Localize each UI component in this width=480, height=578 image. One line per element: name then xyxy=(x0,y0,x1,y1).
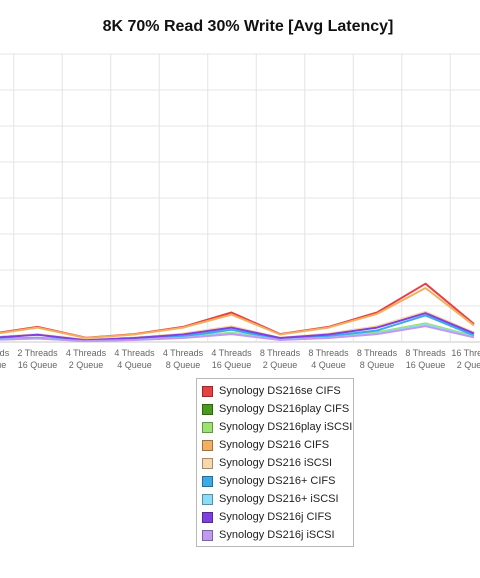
legend-item[interactable]: Synology DS216 CIFS xyxy=(197,436,353,454)
x-tick-label: 4 Threads 2 Queue xyxy=(66,348,107,370)
series-line xyxy=(0,287,475,339)
legend-item[interactable]: Synology DS216play CIFS xyxy=(197,400,353,418)
chart-title: 8K 70% Read 30% Write [Avg Latency] xyxy=(102,18,394,35)
x-tick-label: 8 Threads 4 Queue xyxy=(308,348,349,370)
legend-item[interactable]: Synology DS216 iSCSI xyxy=(197,454,353,472)
legend-swatch xyxy=(202,511,213,523)
x-tick-label: 4 Threads 8 Queue xyxy=(163,348,204,370)
legend-label: Synology DS216play iSCSI xyxy=(219,421,353,433)
legend-item[interactable]: Synology DS216j iSCSI xyxy=(197,526,353,544)
series-line xyxy=(0,312,475,342)
x-tick-label: 4 Threads 4 Queue xyxy=(114,348,155,370)
legend-swatch xyxy=(202,457,213,469)
legend-swatch xyxy=(202,385,213,397)
legend-swatch xyxy=(202,421,213,433)
legend-label: Synology DS216+ iSCSI xyxy=(219,493,339,505)
legend-label: Synology DS216play CIFS xyxy=(219,403,350,415)
x-tick-label: 4 Threads 16 Queue xyxy=(211,348,252,370)
x-tick-label: 2 Threads 16 Queue xyxy=(17,348,58,370)
series-line xyxy=(0,325,475,343)
legend-swatch xyxy=(202,403,213,415)
legend-label: Synology DS216se CIFS xyxy=(219,385,341,397)
x-tick-label: 8 Threads 2 Queue xyxy=(260,348,301,370)
legend-label: Synology DS216j CIFS xyxy=(219,511,332,523)
legend-item[interactable]: Synology DS216+ iSCSI xyxy=(197,490,353,508)
legend-label: Synology DS216 iSCSI xyxy=(219,457,333,469)
grid-layer xyxy=(0,53,480,343)
legend-item[interactable]: Synology DS216play iSCSI xyxy=(197,418,353,436)
series-layer xyxy=(0,282,475,343)
legend-swatch xyxy=(202,475,213,487)
legend-swatch xyxy=(202,439,213,451)
legend-item[interactable]: Synology DS216se CIFS xyxy=(197,382,353,400)
legend: Synology DS216se CIFS Synology DS216play … xyxy=(196,378,354,547)
x-tick-label: 8 Threads 8 Queue xyxy=(357,348,398,370)
legend-swatch xyxy=(202,493,213,505)
legend-item[interactable]: Synology DS216j CIFS xyxy=(197,508,353,526)
legend-label: Synology DS216j iSCSI xyxy=(219,529,335,541)
legend-item[interactable]: Synology DS216+ CIFS xyxy=(197,472,353,490)
legend-label: Synology DS216+ CIFS xyxy=(219,475,336,487)
legend-swatch xyxy=(202,529,213,541)
x-tick-label: 8 Threads 16 Queue xyxy=(405,348,446,370)
legend-label: Synology DS216 CIFS xyxy=(219,439,330,451)
